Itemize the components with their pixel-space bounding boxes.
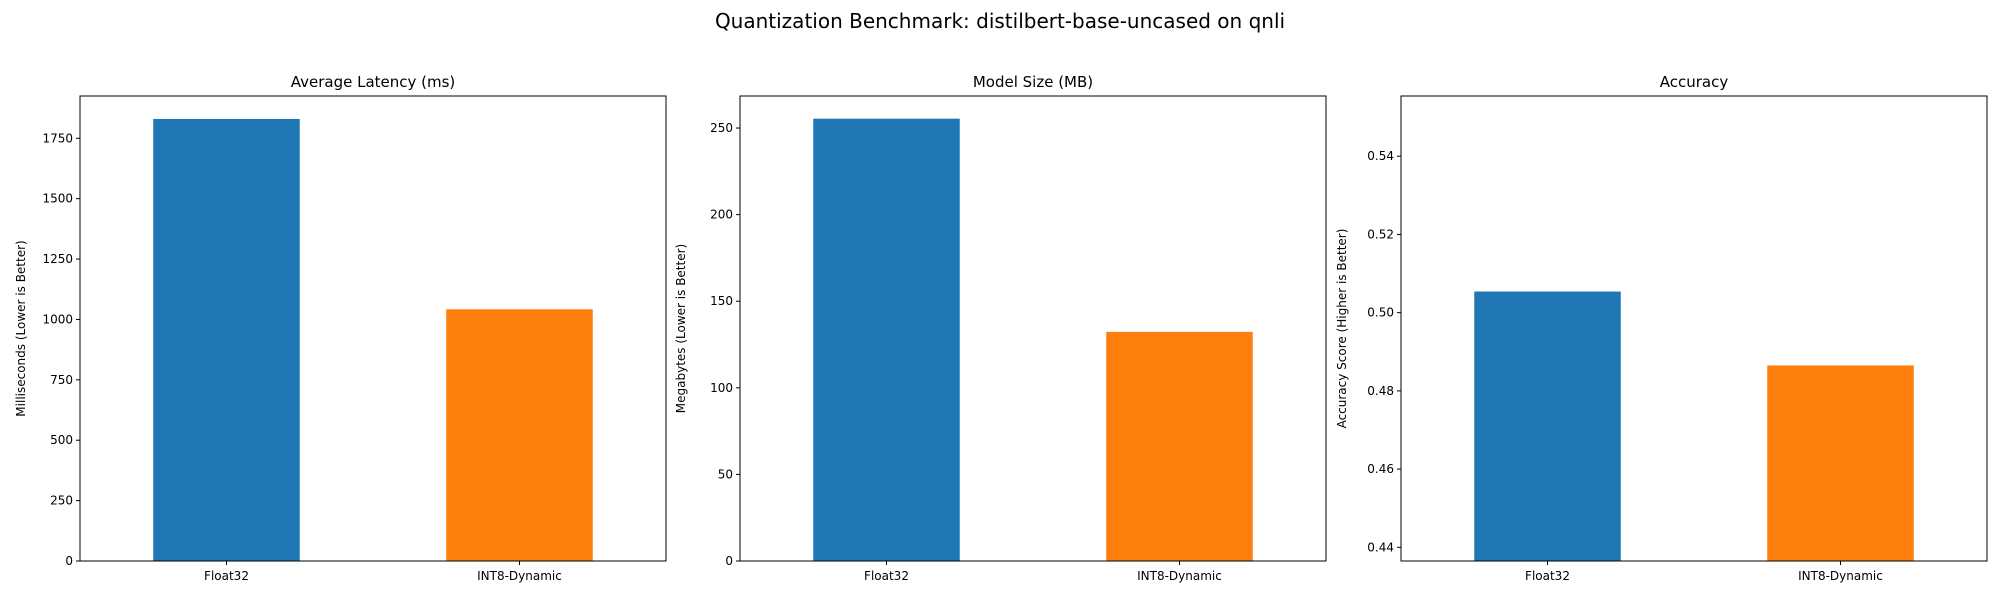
y-tick-label: 250: [50, 494, 73, 508]
chart-panels: Average Latency (ms) Float32 INT8-Dynamic 0…: [14, 73, 1988, 583]
x-tick-label: Float32: [864, 569, 909, 583]
y-tick-label: 500: [50, 433, 73, 447]
y-tick-label: 1500: [42, 192, 73, 206]
x-tick-label: INT8-Dynamic: [1137, 569, 1222, 583]
y-tick-label: 0.46: [1367, 462, 1394, 476]
chart-title: Average Latency (ms): [291, 73, 456, 91]
y-tick-label: 0.44: [1367, 540, 1394, 554]
y-tick-label: 0.52: [1367, 227, 1394, 241]
x-tick-label: Float32: [1525, 569, 1570, 583]
x-tick-label: Float32: [204, 569, 249, 583]
chart-title: Model Size (MB): [973, 73, 1093, 91]
y-tick-label: 100: [710, 381, 733, 395]
x-tick-label: INT8-Dynamic: [477, 569, 562, 583]
y-tick-label: 0.48: [1367, 384, 1394, 398]
y-tick-label: 0: [65, 554, 73, 568]
x-tick-label: INT8-Dynamic: [1798, 569, 1883, 583]
y-tick-label: 1750: [42, 131, 73, 145]
bar-float32: [813, 118, 960, 562]
axes-frame: [1400, 95, 1988, 562]
bar-float32: [153, 118, 300, 561]
y-axis-label: Accuracy Score (Higher is Better): [1335, 229, 1349, 429]
y-tick-label: 0.50: [1367, 306, 1394, 320]
y-tick-label: 1250: [42, 252, 73, 266]
y-tick-label: 750: [50, 373, 73, 387]
y-tick-label: 250: [710, 121, 733, 135]
bar-float32: [1474, 291, 1621, 561]
bar-int8-dynamic: [446, 309, 593, 561]
y-tick-label: 1000: [42, 312, 73, 326]
y-tick-label: 200: [710, 208, 733, 222]
chart-panel-1: Average Latency (ms) Float32 INT8-Dynamic 0…: [14, 73, 667, 583]
bar-int8-dynamic: [1767, 365, 1914, 561]
y-tick-label: 0: [725, 554, 733, 568]
axes-frame: [739, 95, 1327, 562]
chart-panel-2: Model Size (MB) Float32 INT8-Dynamic 0 50 100…: [674, 73, 1327, 583]
y-axis-label: Megabytes (Lower is Better): [674, 244, 688, 413]
chart-panel-3: Accuracy Float32 INT8-Dynamic 0.44 0.46 0.48 0…: [1335, 73, 1988, 583]
bar-int8-dynamic: [1106, 331, 1253, 561]
chart-title: Accuracy: [1660, 73, 1729, 91]
y-axis-label: Milliseconds (Lower is Better): [14, 240, 28, 416]
figure-title: Quantization Benchmark: distilbert-base-…: [715, 9, 1285, 33]
y-tick-label: 150: [710, 294, 733, 308]
y-tick-label: 0.54: [1367, 149, 1394, 163]
axes-frame: [79, 95, 667, 562]
y-tick-label: 50: [718, 467, 733, 481]
